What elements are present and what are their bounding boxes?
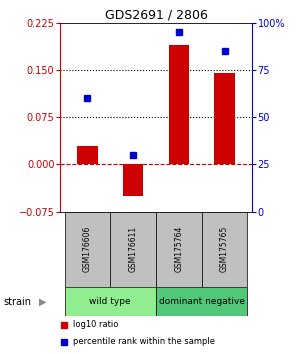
Bar — [169, 45, 189, 165]
Text: wild type: wild type — [89, 297, 131, 306]
Bar — [156, 287, 248, 316]
Title: GDS2691 / 2806: GDS2691 / 2806 — [105, 9, 207, 22]
Text: strain: strain — [3, 297, 31, 307]
Text: GSM176611: GSM176611 — [129, 226, 138, 272]
Bar — [202, 212, 248, 287]
Text: GSM175764: GSM175764 — [174, 226, 183, 273]
Bar — [110, 212, 156, 287]
Bar — [64, 212, 110, 287]
Text: GSM176606: GSM176606 — [83, 226, 92, 273]
Text: percentile rank within the sample: percentile rank within the sample — [74, 337, 215, 346]
Text: log10 ratio: log10 ratio — [74, 320, 119, 329]
Bar — [214, 73, 235, 165]
Text: ▶: ▶ — [39, 297, 46, 307]
Bar — [123, 165, 143, 196]
Text: dominant negative: dominant negative — [159, 297, 245, 306]
Text: GSM175765: GSM175765 — [220, 226, 229, 273]
Bar — [77, 145, 98, 165]
Bar — [64, 287, 156, 316]
Bar — [156, 212, 202, 287]
